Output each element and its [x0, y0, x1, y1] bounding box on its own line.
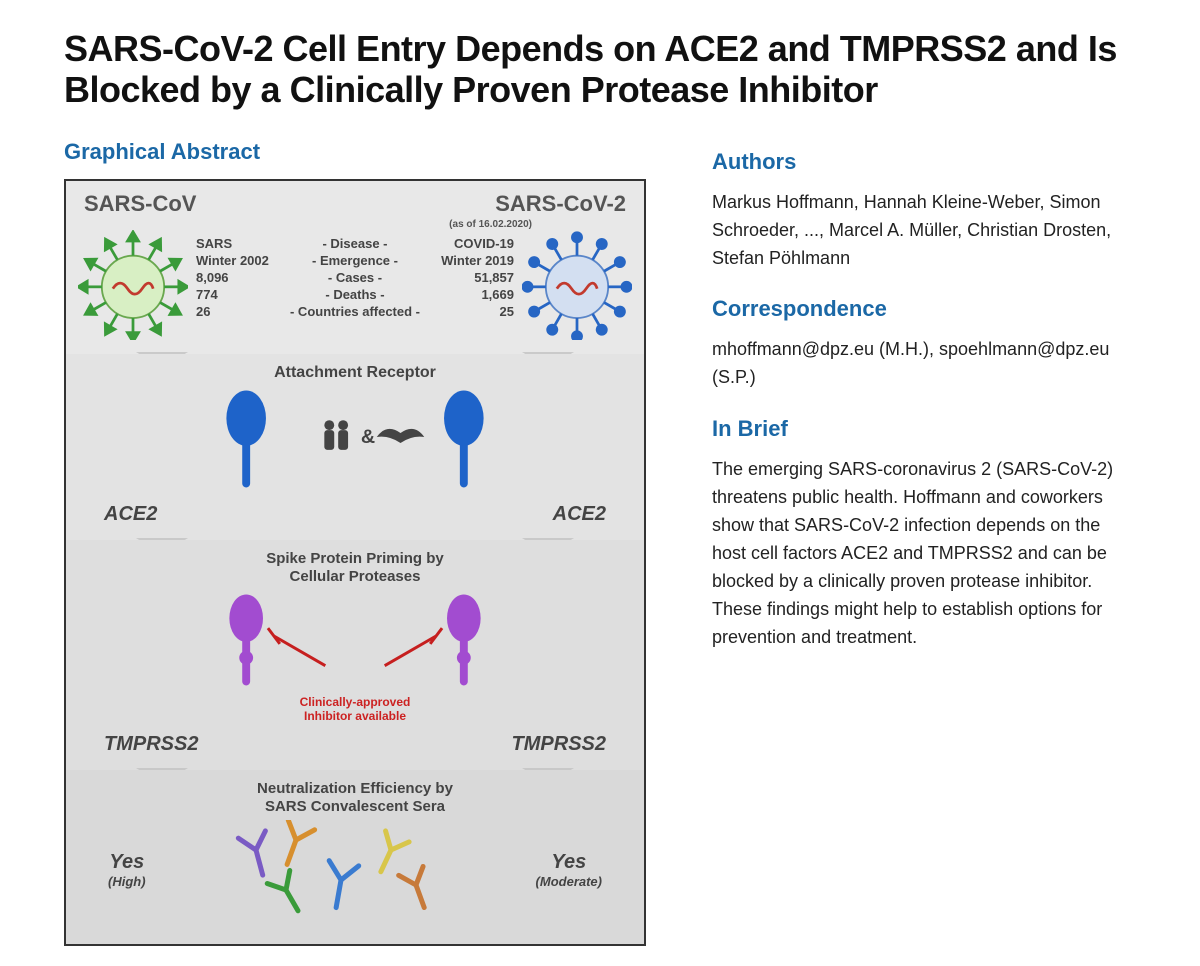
svg-text:&: &: [361, 426, 375, 448]
neut-right-sm: (Moderate): [536, 874, 602, 889]
neut-right-big: Yes: [551, 851, 586, 873]
correspondence-text: mhoffmann@dpz.eu (M.H.), spoehlmann@dpz.…: [712, 336, 1136, 392]
cmp-c-4: - Countries affected -: [284, 304, 426, 319]
inhibitor-note-2: Inhibitor available: [304, 709, 406, 723]
protease-left-label: TMPRSS2: [104, 733, 198, 756]
receptor-left-label: ACE2: [104, 503, 157, 526]
content-columns: Graphical Abstract SARS-CoV SARS-CoV-2 (…: [64, 139, 1136, 946]
virus-right-icon: [522, 230, 632, 340]
protease-title-1: Spike Protein Priming by: [266, 550, 444, 567]
cmp-l-0: SARS: [196, 236, 284, 251]
as-of-date: (as of 16.02.2020): [78, 219, 532, 230]
ga-panel-neutralization: Neutralization Efficiency by SARS Conval…: [66, 770, 644, 944]
cmp-l-1: Winter 2002: [196, 253, 284, 268]
ga-panel-receptor: Attachment Receptor &: [66, 354, 644, 540]
authors-heading: Authors: [712, 149, 1136, 175]
cmp-c-0: - Disease -: [284, 236, 426, 251]
neut-left-big: Yes: [109, 851, 144, 873]
cmp-l-2: 8,096: [196, 270, 284, 285]
receptor-right-label: ACE2: [553, 503, 606, 526]
in-brief-text: The emerging SARS-coronavirus 2 (SARS-Co…: [712, 456, 1136, 651]
authors-list: Markus Hoffmann, Hannah Kleine-Weber, Si…: [712, 189, 1136, 273]
comparison-table: SARS- Disease -COVID-19 Winter 2002- Eme…: [196, 236, 514, 319]
page-title: SARS-CoV-2 Cell Entry Depends on ACE2 an…: [64, 28, 1136, 111]
virus-right-name: SARS-CoV-2: [495, 191, 626, 217]
correspondence-heading: Correspondence: [712, 296, 1136, 322]
receptor-title: Attachment Receptor: [78, 364, 632, 382]
neut-left-sm: (High): [108, 874, 146, 889]
cmp-c-3: - Deaths -: [284, 287, 426, 302]
graphical-abstract-heading: Graphical Abstract: [64, 139, 664, 165]
graphical-abstract-column: Graphical Abstract SARS-CoV SARS-CoV-2 (…: [64, 139, 664, 946]
inhibitor-note-1: Clinically-approved: [300, 695, 411, 709]
cmp-l-4: 26: [196, 304, 284, 319]
protease-diagram: [78, 586, 632, 686]
cmp-r-2: 51,857: [426, 270, 514, 285]
virus-left-name: SARS-CoV: [84, 191, 196, 217]
protease-right-label: TMPRSS2: [512, 733, 606, 756]
cmp-r-4: 25: [426, 304, 514, 319]
cmp-l-3: 774: [196, 287, 284, 302]
in-brief-heading: In Brief: [712, 416, 1136, 442]
ga-panel-protease: Spike Protein Priming by Cellular Protea…: [66, 540, 644, 770]
protease-title-2: Cellular Proteases: [290, 568, 421, 585]
neut-title-1: Neutralization Efficiency by: [257, 780, 453, 797]
ga-panel-comparison: SARS-CoV SARS-CoV-2 (as of 16.02.2020): [66, 181, 644, 354]
cmp-r-0: COVID-19: [426, 236, 514, 251]
graphical-abstract-figure: SARS-CoV SARS-CoV-2 (as of 16.02.2020): [64, 179, 646, 946]
cmp-c-2: - Cases -: [284, 270, 426, 285]
cmp-r-3: 1,669: [426, 287, 514, 302]
cmp-r-1: Winter 2019: [426, 253, 514, 268]
receptor-diagram: &: [78, 388, 632, 488]
virus-left-icon: [78, 230, 188, 340]
neut-title-2: SARS Convalescent Sera: [265, 798, 445, 815]
metadata-column: Authors Markus Hoffmann, Hannah Kleine-W…: [712, 139, 1136, 946]
cmp-c-1: - Emergence -: [284, 253, 426, 268]
antibodies-icon: [226, 820, 456, 920]
